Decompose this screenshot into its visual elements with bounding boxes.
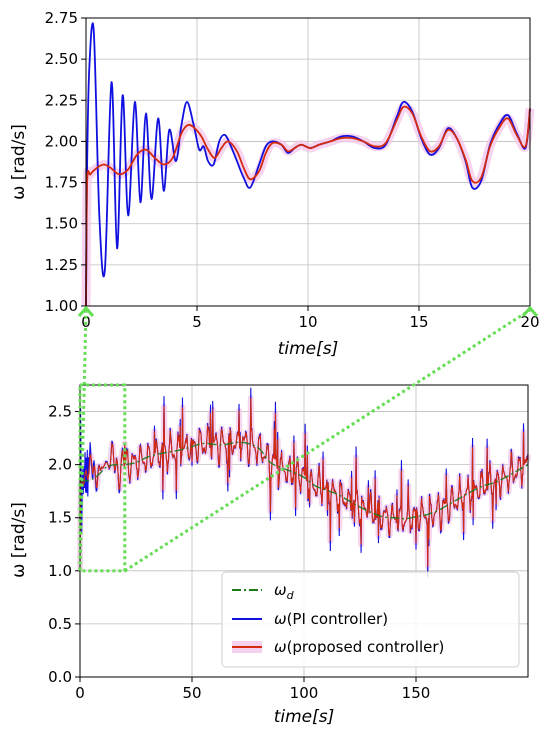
top-y-axis-label: ω [rad/s] xyxy=(9,124,29,200)
top-x-axis-label: time[s] xyxy=(278,339,339,359)
series-line-pi-top xyxy=(85,22,531,307)
legend-label-reference: ωd xyxy=(274,581,295,602)
legend: ωd ω(PI controller) ω(proposed controlle… xyxy=(221,571,520,668)
y-tick-label: 1.00 xyxy=(45,297,78,315)
y-tick-label: 0.5 xyxy=(48,615,72,633)
top-series-group xyxy=(81,22,535,307)
zoom-arrow-right xyxy=(521,305,539,317)
y-tick-label: 1.5 xyxy=(48,509,72,527)
zoom-box xyxy=(78,383,127,573)
bottom-x-ticks: 0 50 100 150 xyxy=(75,677,430,702)
legend-frame xyxy=(221,571,520,668)
top-x-ticks: 0 5 10 15 20 xyxy=(81,306,540,331)
zoom-line-right xyxy=(123,308,531,573)
y-tick-label: 1.25 xyxy=(45,256,78,274)
series-line-reference-full xyxy=(79,441,529,520)
y-tick-label: 2.0 xyxy=(48,456,72,474)
legend-label-proposed: ω(proposed controller) xyxy=(274,638,444,656)
y-tick-label: 1.50 xyxy=(45,215,78,233)
y-tick-label: 2.75 xyxy=(45,9,78,27)
bottom-x-axis-label: time[s] xyxy=(274,707,335,727)
x-tick-label: 10 xyxy=(298,313,317,331)
y-tick-label: 0.0 xyxy=(48,668,72,686)
series-line-proposed-top xyxy=(85,105,531,307)
x-tick-label: 100 xyxy=(290,684,319,702)
x-tick-label: 15 xyxy=(409,313,428,331)
x-tick-label: 0 xyxy=(75,684,85,702)
x-tick-label: 50 xyxy=(182,684,201,702)
y-tick-label: 2.25 xyxy=(45,91,78,109)
y-tick-label: 1.0 xyxy=(48,562,72,580)
top-panel: 0 5 10 15 20 1.001.251.501.752.002.252.502.7… xyxy=(9,9,540,359)
legend-label-pi: ω(PI controller) xyxy=(274,610,388,628)
bottom-y-ticks: 0.0 0.5 1.0 1.5 2.0 2.5 xyxy=(48,403,80,686)
x-tick-label: 5 xyxy=(192,313,202,331)
x-tick-label: 20 xyxy=(520,313,539,331)
zoom-arrow-left xyxy=(77,305,95,317)
bottom-panel: 0 50 100 150 0.0 0.5 1.0 1.5 2.0 2.5 time[s] ω [… xyxy=(9,384,531,727)
bottom-series-group xyxy=(77,387,531,578)
x-tick-label: 150 xyxy=(402,684,431,702)
bottom-y-axis-label: ω [rad/s] xyxy=(9,502,29,578)
series-line-proposed-full xyxy=(79,398,529,571)
y-tick-label: 2.50 xyxy=(45,50,78,68)
y-tick-label: 2.00 xyxy=(45,132,78,150)
zoom-line-left xyxy=(78,309,88,571)
zoom-connector xyxy=(77,305,539,573)
y-tick-label: 2.5 xyxy=(48,403,72,421)
top-y-ticks: 1.00 1.25 1.50 1.75 2.00 2.25 2.50 2.75 xyxy=(45,9,86,315)
y-tick-label: 1.75 xyxy=(45,174,78,192)
